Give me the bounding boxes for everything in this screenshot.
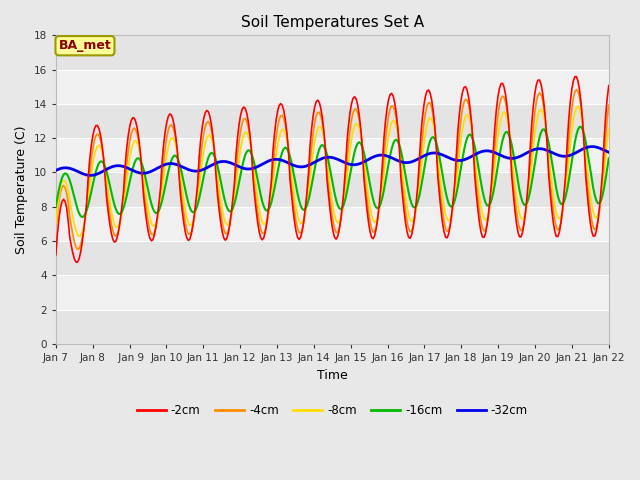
Bar xyxy=(56,172,609,207)
Legend: -2cm, -4cm, -8cm, -16cm, -32cm: -2cm, -4cm, -8cm, -16cm, -32cm xyxy=(132,399,532,421)
Title: Soil Temperatures Set A: Soil Temperatures Set A xyxy=(241,15,424,30)
X-axis label: Time: Time xyxy=(317,369,348,382)
Bar xyxy=(56,310,609,344)
Bar xyxy=(56,104,609,138)
Bar xyxy=(56,36,609,70)
Bar xyxy=(56,241,609,276)
Text: BA_met: BA_met xyxy=(59,39,111,52)
Y-axis label: Soil Temperature (C): Soil Temperature (C) xyxy=(15,125,28,254)
